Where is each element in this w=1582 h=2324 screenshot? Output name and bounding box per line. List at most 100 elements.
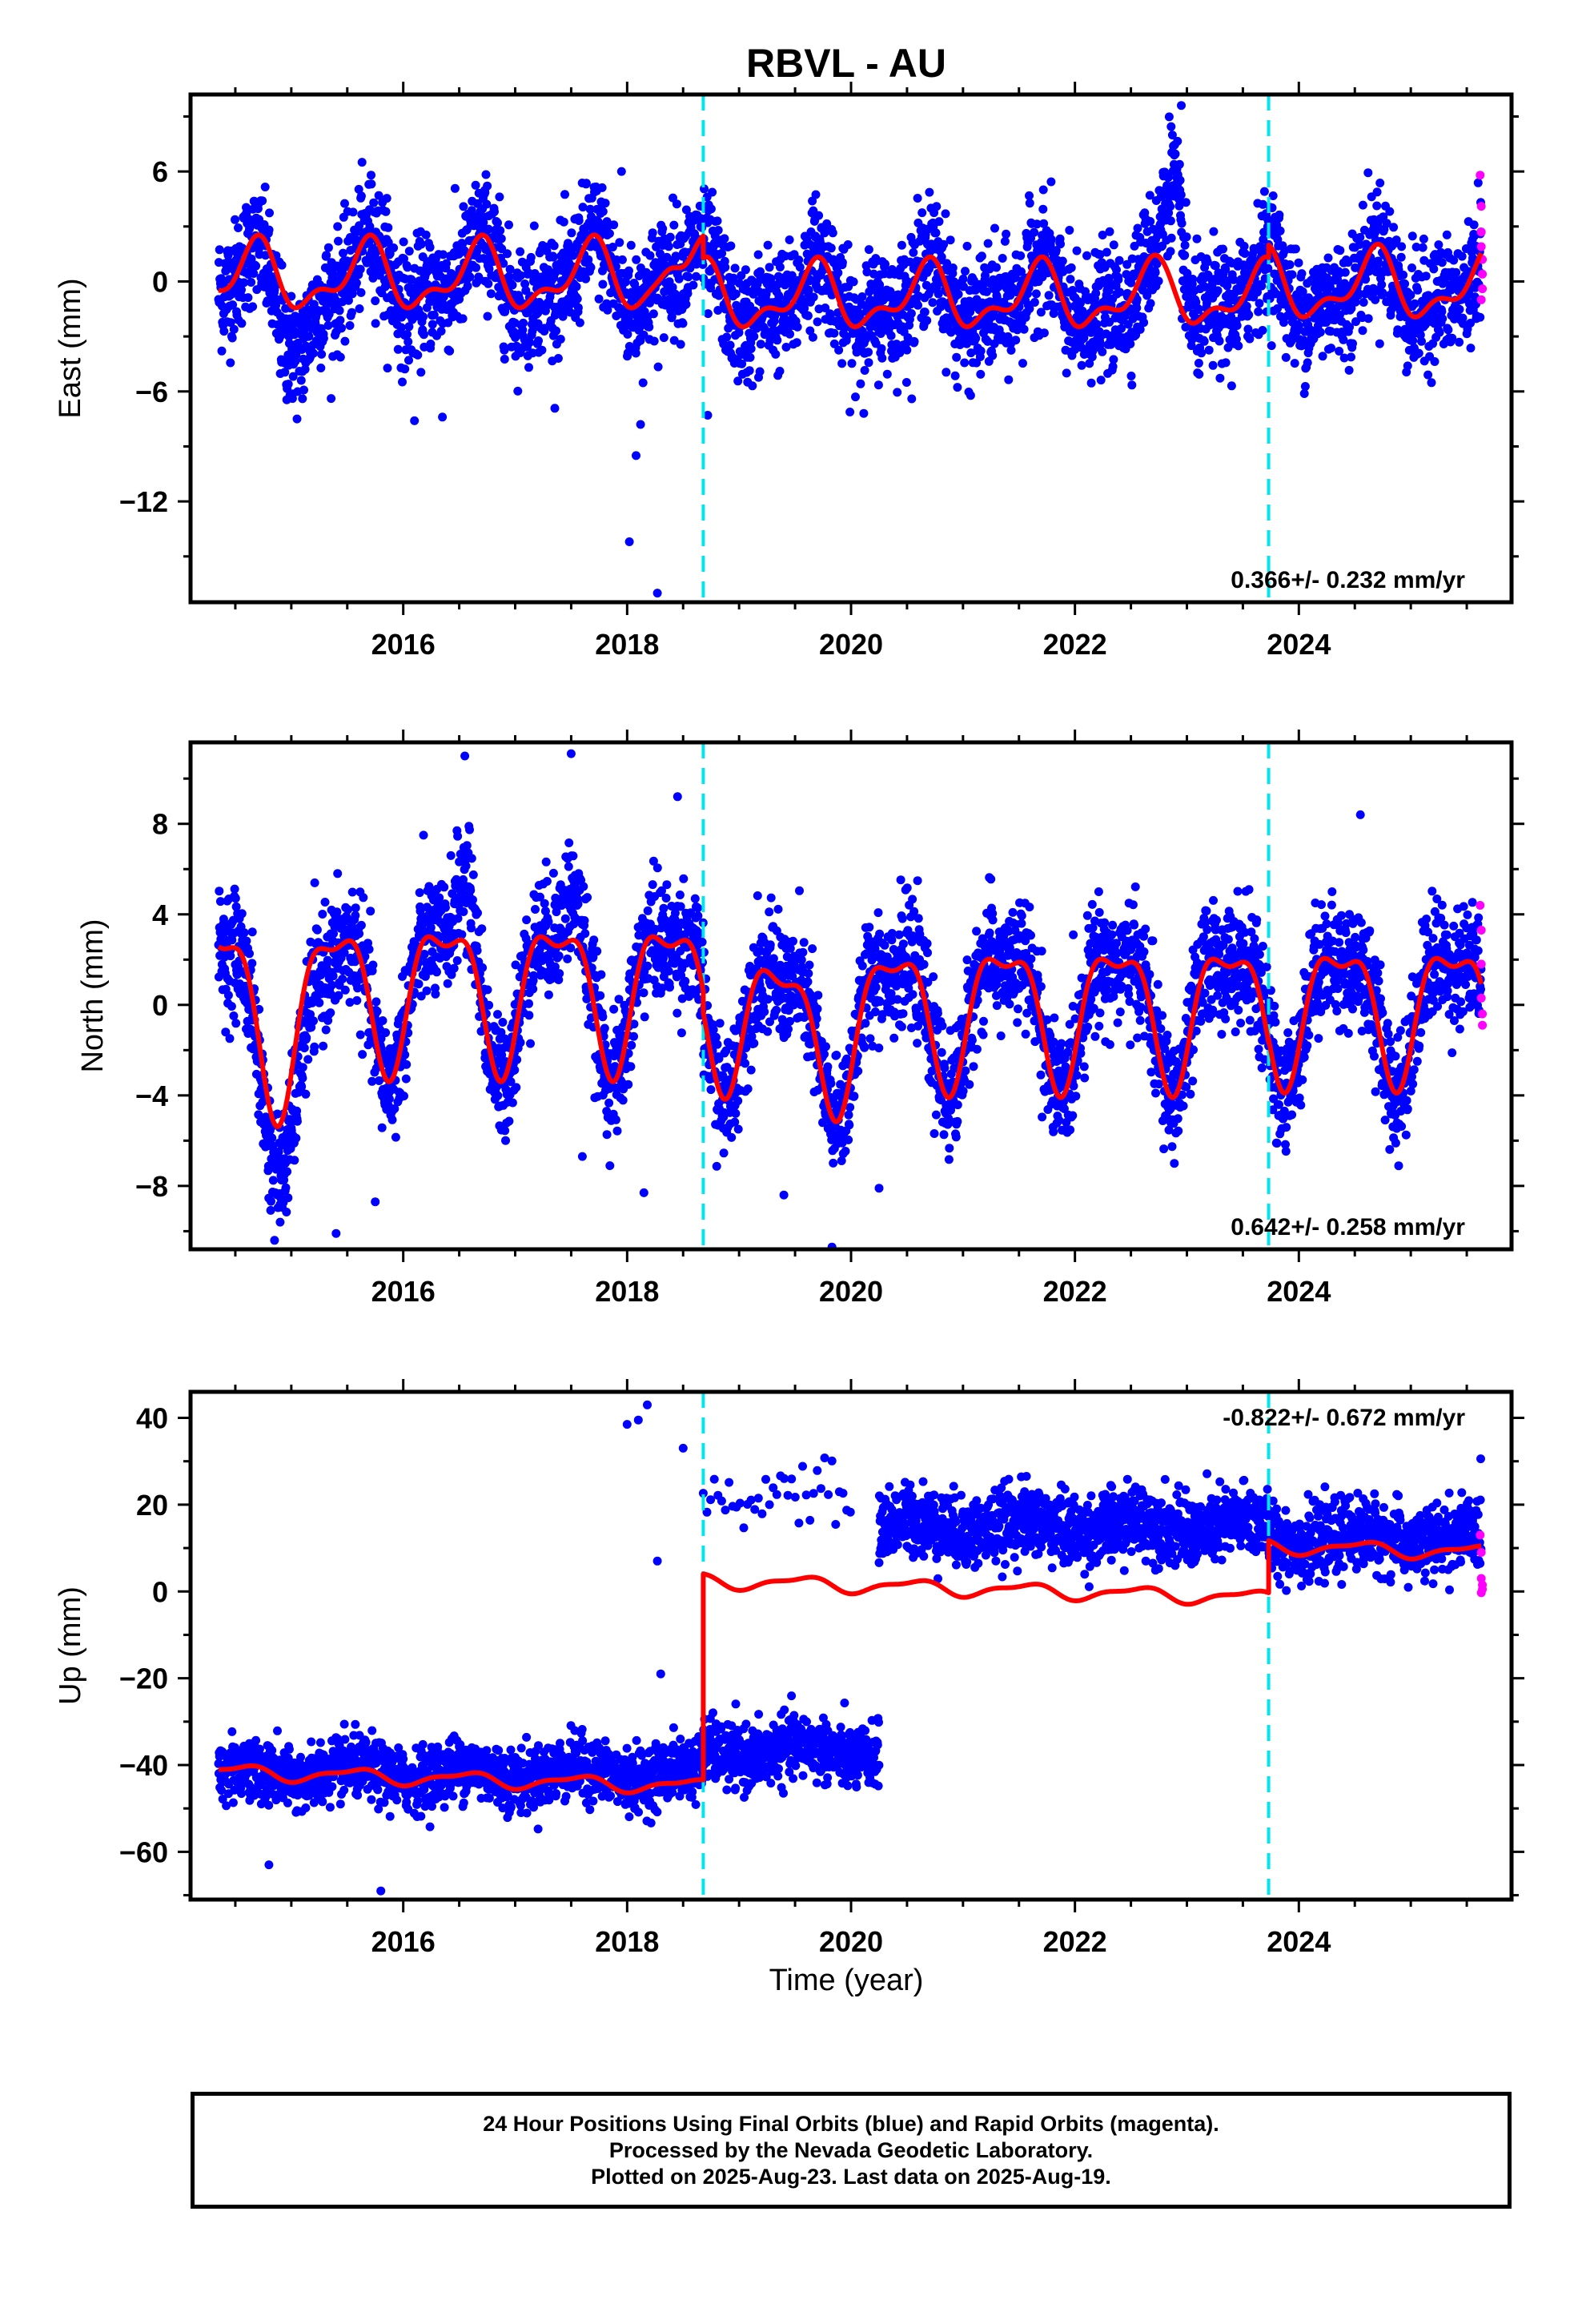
final-point xyxy=(355,1030,365,1039)
final-point xyxy=(1231,334,1241,344)
final-point xyxy=(1177,219,1186,228)
final-point xyxy=(1466,344,1476,353)
final-point xyxy=(436,327,446,336)
final-point xyxy=(505,264,515,274)
final-point xyxy=(753,250,763,259)
final-point xyxy=(230,884,239,894)
final-point xyxy=(1457,251,1467,261)
final-point xyxy=(446,850,456,860)
final-point xyxy=(828,228,837,238)
final-point xyxy=(251,261,261,271)
final-point xyxy=(1188,275,1198,283)
final-point xyxy=(795,263,805,272)
final-point xyxy=(983,336,993,346)
final-point xyxy=(1032,219,1042,229)
final-point xyxy=(484,279,493,288)
final-point xyxy=(483,181,492,191)
final-point xyxy=(511,333,520,342)
final-point xyxy=(525,338,535,347)
final-point xyxy=(398,377,407,387)
final-point xyxy=(516,271,525,280)
final-point xyxy=(1378,288,1387,298)
final-point xyxy=(226,358,235,368)
figure-title: RBVL - AU xyxy=(746,41,946,86)
final-point xyxy=(365,222,375,231)
final-point xyxy=(1355,232,1365,242)
final-point xyxy=(529,221,539,231)
final-point xyxy=(1417,336,1426,346)
final-point xyxy=(572,294,582,304)
final-point xyxy=(1240,249,1250,258)
final-point xyxy=(1127,380,1137,390)
final-point xyxy=(834,345,844,355)
final-point xyxy=(337,324,346,333)
final-point xyxy=(961,267,970,276)
final-point xyxy=(597,183,607,192)
final-point xyxy=(1298,287,1307,296)
final-point xyxy=(1435,328,1444,337)
final-point xyxy=(787,271,797,280)
final-point xyxy=(1244,310,1254,320)
final-point xyxy=(638,378,648,388)
final-point xyxy=(1397,242,1407,251)
final-point xyxy=(248,302,258,312)
final-point xyxy=(803,311,813,320)
final-point xyxy=(400,364,410,374)
final-point xyxy=(897,240,906,250)
final-point xyxy=(746,344,756,353)
final-point xyxy=(1421,271,1431,281)
final-point xyxy=(811,190,821,199)
final-point xyxy=(490,207,499,216)
final-point xyxy=(481,170,491,179)
final-point xyxy=(270,1236,279,1245)
final-point xyxy=(1163,173,1173,183)
final-point xyxy=(775,367,785,376)
final-point xyxy=(237,319,247,328)
final-point xyxy=(669,220,679,230)
final-point xyxy=(440,903,450,912)
final-point xyxy=(1049,309,1058,318)
final-point xyxy=(419,830,428,840)
final-point xyxy=(512,1055,522,1064)
final-point xyxy=(1372,201,1382,211)
final-point xyxy=(458,314,468,324)
final-point xyxy=(297,1082,307,1092)
final-point xyxy=(645,251,655,260)
final-point xyxy=(1455,304,1464,314)
final-point xyxy=(318,910,327,919)
final-point xyxy=(976,346,986,356)
final-point xyxy=(1077,360,1086,370)
final-point xyxy=(320,898,330,907)
final-point xyxy=(1414,348,1423,358)
final-point xyxy=(355,929,364,939)
final-point xyxy=(1275,210,1284,219)
final-point xyxy=(450,183,460,193)
final-point xyxy=(1239,242,1249,251)
final-point xyxy=(976,369,986,379)
final-point xyxy=(658,224,668,233)
final-orbit-points xyxy=(214,749,1486,1249)
final-point xyxy=(229,324,239,334)
final-point xyxy=(648,309,658,319)
final-point xyxy=(1389,223,1399,232)
final-point xyxy=(355,264,365,274)
final-point xyxy=(1132,304,1142,312)
final-point xyxy=(1407,263,1416,272)
final-point xyxy=(227,1002,236,1011)
final-point xyxy=(1410,299,1419,308)
final-point xyxy=(568,251,578,260)
final-point xyxy=(372,1007,382,1016)
final-point xyxy=(347,289,357,299)
final-point xyxy=(1287,270,1297,279)
final-point xyxy=(755,367,765,376)
final-orbit-points xyxy=(214,101,1486,598)
final-point xyxy=(623,329,632,339)
final-point xyxy=(413,350,423,360)
final-point xyxy=(1273,304,1282,313)
final-point xyxy=(526,252,536,262)
final-point xyxy=(1223,343,1233,352)
final-point xyxy=(931,228,941,238)
final-point xyxy=(608,243,617,251)
final-point xyxy=(851,392,860,402)
final-point xyxy=(403,329,412,339)
